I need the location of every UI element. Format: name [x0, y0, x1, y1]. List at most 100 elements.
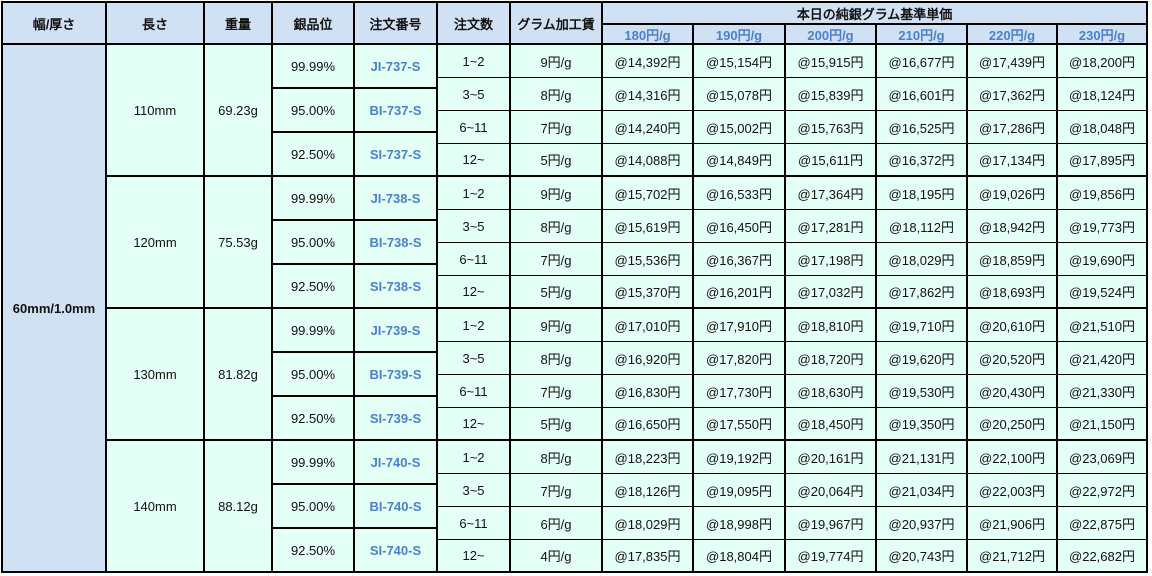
unit-price-cell: @20,520円	[968, 342, 1058, 375]
unit-price-cell: @21,510円	[1058, 309, 1148, 342]
unit-price-cell: @21,034円	[877, 474, 968, 507]
unit-price-cell: @18,630円	[786, 375, 877, 408]
unit-price-cell: @18,195円	[877, 177, 968, 210]
quantity-cell: 3~5	[438, 78, 511, 111]
gram-fee-cell: 9円/g	[511, 309, 603, 342]
order-number[interactable]: JI-739-S	[355, 309, 438, 353]
unit-price-cell: @14,240円	[603, 111, 694, 144]
order-number[interactable]: BI-738-S	[355, 221, 438, 265]
header-base-price: 200円/g	[786, 25, 877, 45]
unit-price-cell: @21,131円	[877, 441, 968, 474]
unit-price-cell: @14,316円	[603, 78, 694, 111]
header-weight: 重量	[205, 3, 273, 45]
weight-cell: 69.23g	[205, 45, 273, 177]
order-number[interactable]: BI-739-S	[355, 353, 438, 397]
order-number[interactable]: BI-737-S	[355, 89, 438, 133]
unit-price-cell: @18,124円	[1058, 78, 1148, 111]
unit-price-cell: @17,364円	[786, 177, 877, 210]
purity-cell: 99.99%	[273, 45, 355, 89]
unit-price-cell: @20,743円	[877, 540, 968, 573]
gram-fee-cell: 6円/g	[511, 507, 603, 540]
unit-price-cell: @20,430円	[968, 375, 1058, 408]
unit-price-cell: @18,859円	[968, 243, 1058, 276]
gram-fee-cell: 8円/g	[511, 78, 603, 111]
purity-cell: 92.50%	[273, 397, 355, 441]
unit-price-cell: @19,350円	[877, 408, 968, 441]
order-number[interactable]: SI-739-S	[355, 397, 438, 441]
quantity-cell: 12~	[438, 540, 511, 573]
unit-price-cell: @19,524円	[1058, 276, 1148, 309]
unit-price-cell: @20,937円	[877, 507, 968, 540]
order-number[interactable]: SI-740-S	[355, 529, 438, 573]
unit-price-cell: @21,330円	[1058, 375, 1148, 408]
length-cell: 110mm	[107, 45, 205, 177]
gram-fee-cell: 5円/g	[511, 144, 603, 177]
unit-price-cell: @16,450円	[694, 210, 786, 243]
unit-price-cell: @18,112円	[877, 210, 968, 243]
header-base-price: 190円/g	[694, 25, 786, 45]
unit-price-cell: @18,126円	[603, 474, 694, 507]
purity-cell: 95.00%	[273, 485, 355, 529]
unit-price-cell: @20,161円	[786, 441, 877, 474]
header-gram-fee: グラム加工賃	[511, 3, 603, 45]
quantity-cell: 3~5	[438, 474, 511, 507]
unit-price-cell: @19,856円	[1058, 177, 1148, 210]
unit-price-cell: @17,439円	[968, 45, 1058, 78]
order-number[interactable]: SI-738-S	[355, 265, 438, 309]
unit-price-cell: @18,720円	[786, 342, 877, 375]
unit-price-cell: @18,450円	[786, 408, 877, 441]
unit-price-cell: @19,774円	[786, 540, 877, 573]
unit-price-cell: @19,773円	[1058, 210, 1148, 243]
order-number[interactable]: JI-737-S	[355, 45, 438, 89]
unit-price-cell: @21,150円	[1058, 408, 1148, 441]
purity-cell: 92.50%	[273, 265, 355, 309]
order-number[interactable]: BI-740-S	[355, 485, 438, 529]
gram-fee-cell: 5円/g	[511, 276, 603, 309]
unit-price-cell: @18,029円	[603, 507, 694, 540]
unit-price-cell: @18,029円	[877, 243, 968, 276]
gram-fee-cell: 9円/g	[511, 45, 603, 78]
gram-fee-cell: 7円/g	[511, 474, 603, 507]
quantity-cell: 1~2	[438, 309, 511, 342]
gram-fee-cell: 9円/g	[511, 177, 603, 210]
unit-price-cell: @23,069円	[1058, 441, 1148, 474]
unit-price-cell: @15,536円	[603, 243, 694, 276]
quantity-cell: 3~5	[438, 342, 511, 375]
order-number[interactable]: JI-738-S	[355, 177, 438, 221]
gram-fee-cell: 7円/g	[511, 375, 603, 408]
unit-price-cell: @15,702円	[603, 177, 694, 210]
unit-price-cell: @20,250円	[968, 408, 1058, 441]
header-quantity: 注文数	[438, 3, 511, 45]
unit-price-cell: @20,610円	[968, 309, 1058, 342]
gram-fee-cell: 5円/g	[511, 408, 603, 441]
unit-price-cell: @17,281円	[786, 210, 877, 243]
unit-price-cell: @19,026円	[968, 177, 1058, 210]
unit-price-cell: @19,192円	[694, 441, 786, 474]
length-cell: 140mm	[107, 441, 205, 573]
quantity-cell: 1~2	[438, 45, 511, 78]
quantity-cell: 6~11	[438, 375, 511, 408]
unit-price-cell: @16,920円	[603, 342, 694, 375]
purity-cell: 99.99%	[273, 309, 355, 353]
width-thickness-cell: 60mm/1.0mm	[3, 45, 107, 573]
gram-fee-cell: 4円/g	[511, 540, 603, 573]
header-order-no: 注文番号	[355, 3, 438, 45]
unit-price-cell: @17,032円	[786, 276, 877, 309]
unit-price-cell: @15,915円	[786, 45, 877, 78]
purity-cell: 99.99%	[273, 177, 355, 221]
gram-fee-cell: 7円/g	[511, 111, 603, 144]
unit-price-cell: @21,420円	[1058, 342, 1148, 375]
unit-price-cell: @14,088円	[603, 144, 694, 177]
unit-price-cell: @15,370円	[603, 276, 694, 309]
purity-cell: 92.50%	[273, 133, 355, 177]
unit-price-cell: @22,875円	[1058, 507, 1148, 540]
unit-price-cell: @18,810円	[786, 309, 877, 342]
order-number[interactable]: SI-737-S	[355, 133, 438, 177]
unit-price-cell: @14,392円	[603, 45, 694, 78]
length-cell: 130mm	[107, 309, 205, 441]
unit-price-cell: @16,601円	[877, 78, 968, 111]
purity-cell: 99.99%	[273, 441, 355, 485]
order-number[interactable]: JI-740-S	[355, 441, 438, 485]
unit-price-cell: @15,078円	[694, 78, 786, 111]
